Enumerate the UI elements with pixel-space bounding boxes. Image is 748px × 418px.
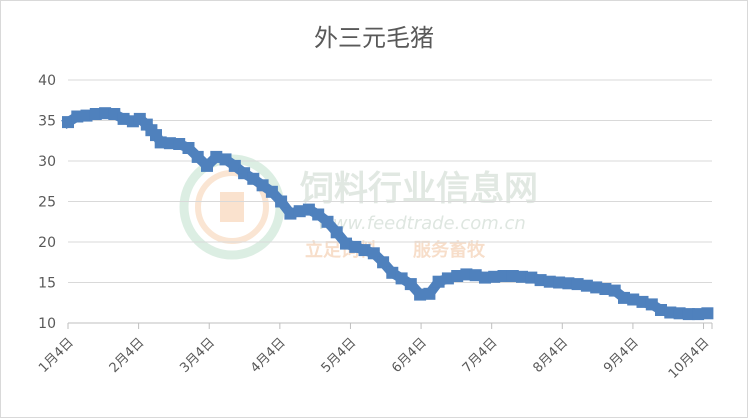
data-point	[516, 270, 528, 283]
chart-title: 外三元毛猪	[314, 24, 434, 52]
data-point	[154, 136, 167, 149]
data-point	[117, 112, 130, 125]
data-point	[386, 266, 399, 279]
watermark-brand: 饲料行业信息网	[300, 169, 538, 209]
data-point	[349, 240, 362, 253]
data-point	[228, 159, 241, 172]
data-point	[488, 270, 501, 283]
data-point	[682, 308, 695, 321]
data-point	[377, 256, 390, 269]
data-point	[312, 208, 325, 221]
x-tick-label: 5月4日	[319, 335, 360, 376]
data-point	[62, 116, 74, 129]
data-point	[451, 270, 464, 282]
y-tick-label: 35	[38, 114, 56, 130]
x-tick-label: 4月4日	[248, 335, 289, 376]
data-point	[201, 159, 213, 172]
y-tick-label: 25	[38, 195, 56, 211]
watermark-logo-inner	[195, 170, 269, 244]
data-point	[163, 137, 176, 150]
data-point	[256, 179, 269, 192]
data-point	[321, 215, 334, 228]
data-point	[99, 107, 112, 120]
y-tick-label: 20	[38, 235, 56, 251]
data-point	[553, 276, 566, 289]
y-tick-label: 30	[38, 154, 56, 170]
y-axis: 10 15 20 25 30 35 40	[38, 73, 56, 332]
watermark-url: www.feedtrade.com.cn	[318, 213, 526, 234]
data-point	[692, 308, 705, 321]
data-point	[247, 172, 260, 185]
data-point	[265, 185, 278, 198]
data-point	[599, 283, 612, 295]
data-point	[562, 277, 575, 290]
x-tick-label: 7月4日	[460, 335, 501, 376]
data-point	[414, 288, 427, 301]
data-point	[636, 295, 649, 308]
data-point	[404, 278, 417, 291]
data-point	[80, 109, 93, 122]
data-point	[543, 275, 556, 288]
data-point	[284, 207, 297, 220]
data-point	[580, 279, 593, 292]
data-point	[191, 150, 204, 163]
data-point	[571, 278, 584, 291]
x-tick-label: 1月4日	[36, 335, 77, 376]
x-tick-label: 2月4日	[107, 335, 148, 376]
y-tick-label: 15	[38, 276, 56, 292]
data-point	[173, 138, 186, 150]
data-point	[182, 142, 195, 154]
data-point	[497, 270, 510, 282]
x-tick-label: 9月4日	[601, 335, 642, 376]
data-point	[673, 307, 686, 320]
data-point	[655, 304, 667, 316]
data-point	[441, 272, 454, 285]
data-point	[89, 108, 102, 120]
data-point	[534, 274, 547, 287]
data-point	[701, 307, 714, 320]
data-point	[645, 298, 658, 311]
x-tick-label: 3月4日	[177, 335, 218, 376]
data-point	[219, 153, 232, 166]
data-point	[395, 272, 408, 285]
data-point	[423, 287, 436, 300]
y-tick-label: 10	[38, 316, 56, 332]
data-point	[479, 271, 491, 284]
watermark-logo-mark	[220, 192, 244, 222]
y-tick-label: 40	[38, 73, 56, 89]
x-tick-label: 6月4日	[389, 335, 430, 376]
data-point	[460, 268, 473, 281]
data-point	[358, 244, 371, 257]
x-axis: 1月4日 2月4日 3月4日 4月4日 5月4日 6月4日 7月4日 8月4日 9月4日 10月4…	[36, 322, 713, 382]
x-tick-label: 10月4日	[666, 335, 713, 382]
grid	[68, 79, 712, 283]
data-point	[618, 291, 630, 304]
data-point	[71, 110, 84, 123]
data-point	[340, 237, 352, 250]
series-line	[61, 107, 714, 321]
data-point	[469, 269, 482, 282]
data-point	[664, 306, 677, 319]
data-point	[108, 108, 121, 120]
data-point	[627, 293, 640, 306]
data-point	[525, 271, 538, 284]
x-tick-label: 8月4日	[530, 335, 571, 376]
data-point	[506, 270, 519, 282]
data-point	[367, 247, 380, 260]
data-point	[302, 203, 315, 216]
data-point	[608, 284, 621, 297]
data-point	[293, 205, 306, 218]
data-point	[590, 281, 603, 294]
data-point	[210, 150, 223, 163]
data-point	[238, 167, 251, 180]
data-point	[432, 275, 445, 288]
data-point	[330, 226, 343, 239]
data-point	[126, 115, 139, 128]
data-point	[275, 195, 288, 208]
